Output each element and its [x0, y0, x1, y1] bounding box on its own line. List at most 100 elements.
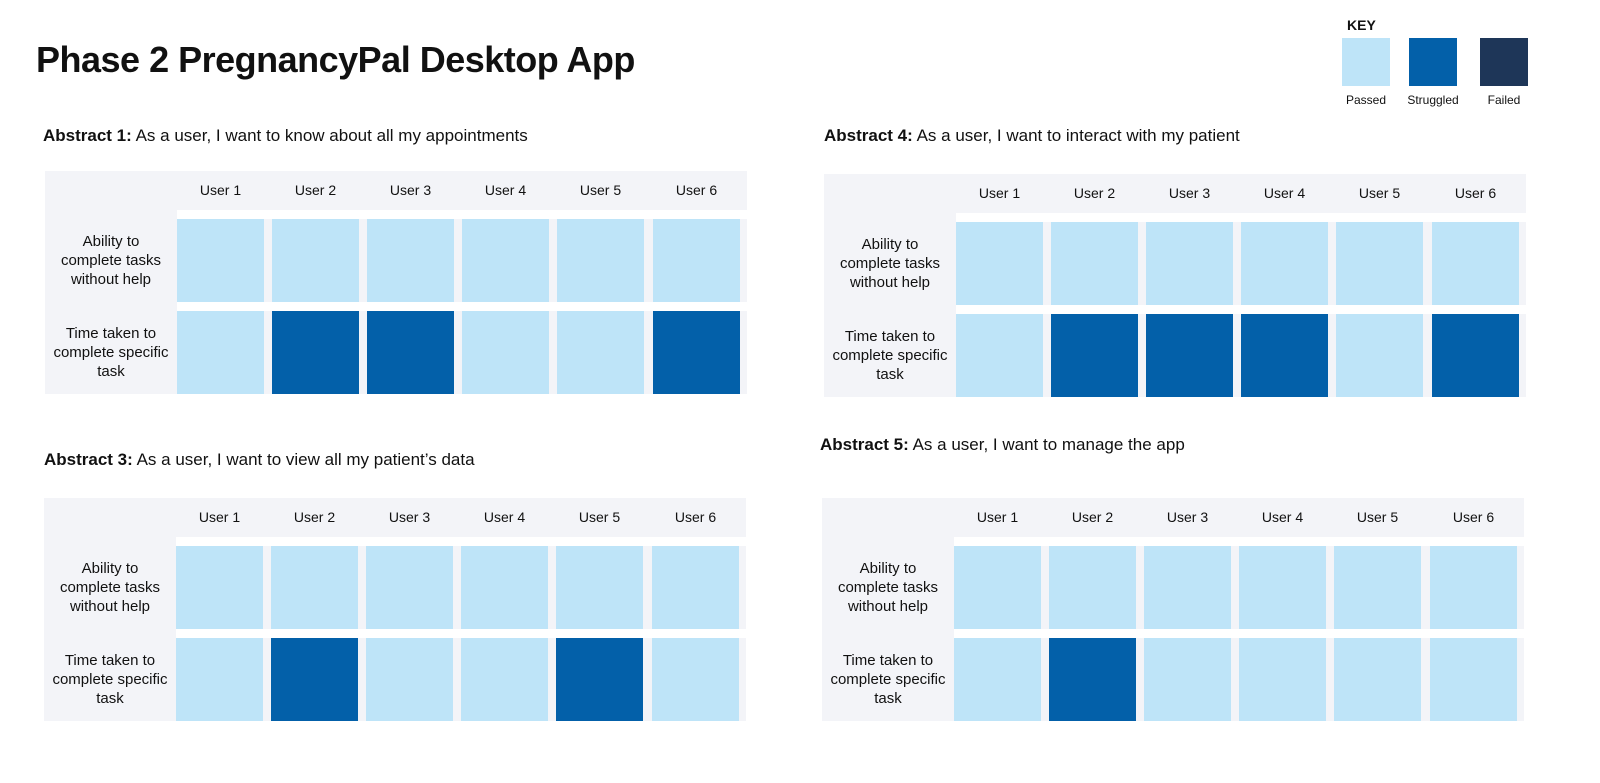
abstract-4-time-user-6-cell [1432, 314, 1519, 397]
column-header-user-1: User 1 [976, 509, 1019, 525]
page-title: Phase 2 PregnancyPal Desktop App [36, 39, 635, 80]
abstract-1-time-user-6-cell [653, 311, 740, 394]
column-header-user-2: User 2 [1073, 185, 1116, 201]
column-header-user-1: User 1 [978, 185, 1021, 201]
abstract-5-time-user-1-cell [954, 638, 1041, 721]
row-divider [176, 537, 746, 546]
abstract-5-title: Abstract 5: As a user, I want to manage … [820, 435, 1185, 454]
abstract-3-time-user-1-cell [176, 638, 263, 721]
row-divider [177, 302, 747, 311]
row-label-ability: Ability to complete tasks without help [44, 546, 176, 629]
column-header-user-5: User 5 [579, 182, 622, 198]
abstract-1-ability-user-4-cell [462, 219, 549, 302]
abstract-1-time-user-2-cell [272, 311, 359, 394]
row-divider [177, 210, 747, 219]
row-label-text: Ability to complete tasks without help [837, 560, 939, 615]
column-header-user-5: User 5 [1358, 185, 1401, 201]
abstract-5-time-user-4-cell [1239, 638, 1326, 721]
abstract-1-ability-user-3-cell [367, 219, 454, 302]
column-header-user-1: User 1 [199, 182, 242, 198]
abstract-3-ability-user-3-cell [366, 546, 453, 629]
row-label-time: Time taken to complete specific task [44, 638, 176, 721]
column-header-user-6: User 6 [674, 509, 717, 525]
abstract-1-grid: User 1 User 2 User 3 User 4 User 5 User 6 Abil… [45, 171, 747, 394]
column-header-user-1: User 1 [198, 509, 241, 525]
abstract-1-time-user-4-cell [462, 311, 549, 394]
row-divider [954, 537, 1524, 546]
abstract-5-ability-user-1-cell [954, 546, 1041, 629]
key-label-failed: Failed [1487, 93, 1521, 107]
abstract-5-time-user-5-cell [1334, 638, 1421, 721]
abstract-4-title: Abstract 4: As a user, I want to interac… [824, 126, 1240, 145]
column-header-user-4: User 4 [1263, 185, 1306, 201]
column-header-user-2: User 2 [1071, 509, 1114, 525]
row-label-ability: Ability to complete tasks without help [822, 546, 954, 629]
key-legend: KEY Passed Struggled Failed [1342, 12, 1532, 112]
abstract-1-time-user-3-cell [367, 311, 454, 394]
struggled-swatch [1409, 38, 1457, 86]
abstract-5-ability-user-3-cell [1144, 546, 1231, 629]
row-divider [176, 629, 746, 638]
abstract-3-time-user-6-cell [652, 638, 739, 721]
abstract-3-title: Abstract 3: As a user, I want to view al… [44, 450, 475, 469]
abstract-4-ability-user-3-cell [1146, 222, 1233, 305]
row-label-time: Time taken to complete specific task [45, 311, 177, 394]
abstract-1-time-user-1-cell [177, 311, 264, 394]
row-divider [954, 629, 1524, 638]
abstract-4-ability-user-1-cell [956, 222, 1043, 305]
abstract-5-ability-user-4-cell [1239, 546, 1326, 629]
row-divider [956, 305, 1526, 314]
column-header-user-4: User 4 [483, 509, 526, 525]
abstract-3-ability-user-6-cell [652, 546, 739, 629]
column-header-user-6: User 6 [1452, 509, 1495, 525]
row-label-time: Time taken to complete specific task [822, 638, 954, 721]
column-header-user-4: User 4 [1261, 509, 1304, 525]
abstract-3-ability-user-2-cell [271, 546, 358, 629]
abstract-5-ability-user-2-cell [1049, 546, 1136, 629]
failed-swatch [1480, 38, 1528, 86]
abstract-5-time-user-3-cell [1144, 638, 1231, 721]
key-item-failed: Failed [1480, 38, 1552, 114]
column-header-user-3: User 3 [1168, 185, 1211, 201]
key-item-struggled: Struggled [1407, 38, 1481, 114]
abstract-3-time-user-3-cell [366, 638, 453, 721]
row-label-time: Time taken to complete specific task [824, 314, 956, 397]
abstract-5-ability-user-5-cell [1334, 546, 1421, 629]
key-item-passed: Passed [1342, 38, 1414, 114]
abstract-4-ability-user-4-cell [1241, 222, 1328, 305]
abstract-1-time-user-5-cell [557, 311, 644, 394]
abstract-3-grid: User 1 User 2 User 3 User 4 User 5 User 6 Abil… [44, 498, 746, 721]
row-label-text: Time taken to complete specific task [53, 325, 169, 380]
abstract-4-ability-user-5-cell [1336, 222, 1423, 305]
abstract-4-time-user-3-cell [1146, 314, 1233, 397]
abstract-3-time-user-2-cell [271, 638, 358, 721]
row-label-text: Time taken to complete specific task [830, 652, 946, 707]
row-label-text: Ability to complete tasks without help [60, 233, 162, 288]
abstract-1-title: Abstract 1: As a user, I want to know ab… [43, 126, 528, 145]
abstract-3-ability-user-4-cell [461, 546, 548, 629]
abstract-3-ability-user-1-cell [176, 546, 263, 629]
abstract-3-time-user-5-cell [556, 638, 643, 721]
abstract-4-grid: User 1 User 2 User 3 User 4 User 5 User 6 Abil… [824, 174, 1526, 397]
column-header-user-2: User 2 [293, 509, 336, 525]
column-header-user-6: User 6 [1454, 185, 1497, 201]
abstract-3-ability-user-5-cell [556, 546, 643, 629]
column-header-user-2: User 2 [294, 182, 337, 198]
row-label-ability: Ability to complete tasks without help [824, 222, 956, 305]
key-label-passed: Passed [1345, 93, 1387, 107]
abstract-5-grid: User 1 User 2 User 3 User 4 User 5 User 6 Abil… [822, 498, 1524, 721]
abstract-4-ability-user-2-cell [1051, 222, 1138, 305]
row-label-text: Ability to complete tasks without help [839, 236, 941, 291]
column-header-user-4: User 4 [484, 182, 527, 198]
row-divider [956, 213, 1526, 222]
abstract-4-time-user-5-cell [1336, 314, 1423, 397]
abstract-1-ability-user-5-cell [557, 219, 644, 302]
row-label-text: Time taken to complete specific task [52, 652, 168, 707]
abstract-1-ability-user-6-cell [653, 219, 740, 302]
passed-swatch [1342, 38, 1390, 86]
row-label-ability: Ability to complete tasks without help [45, 219, 177, 302]
key-title: KEY [1347, 17, 1376, 33]
column-header-user-3: User 3 [389, 182, 432, 198]
column-header-user-5: User 5 [1356, 509, 1399, 525]
row-label-text: Time taken to complete specific task [832, 328, 948, 383]
